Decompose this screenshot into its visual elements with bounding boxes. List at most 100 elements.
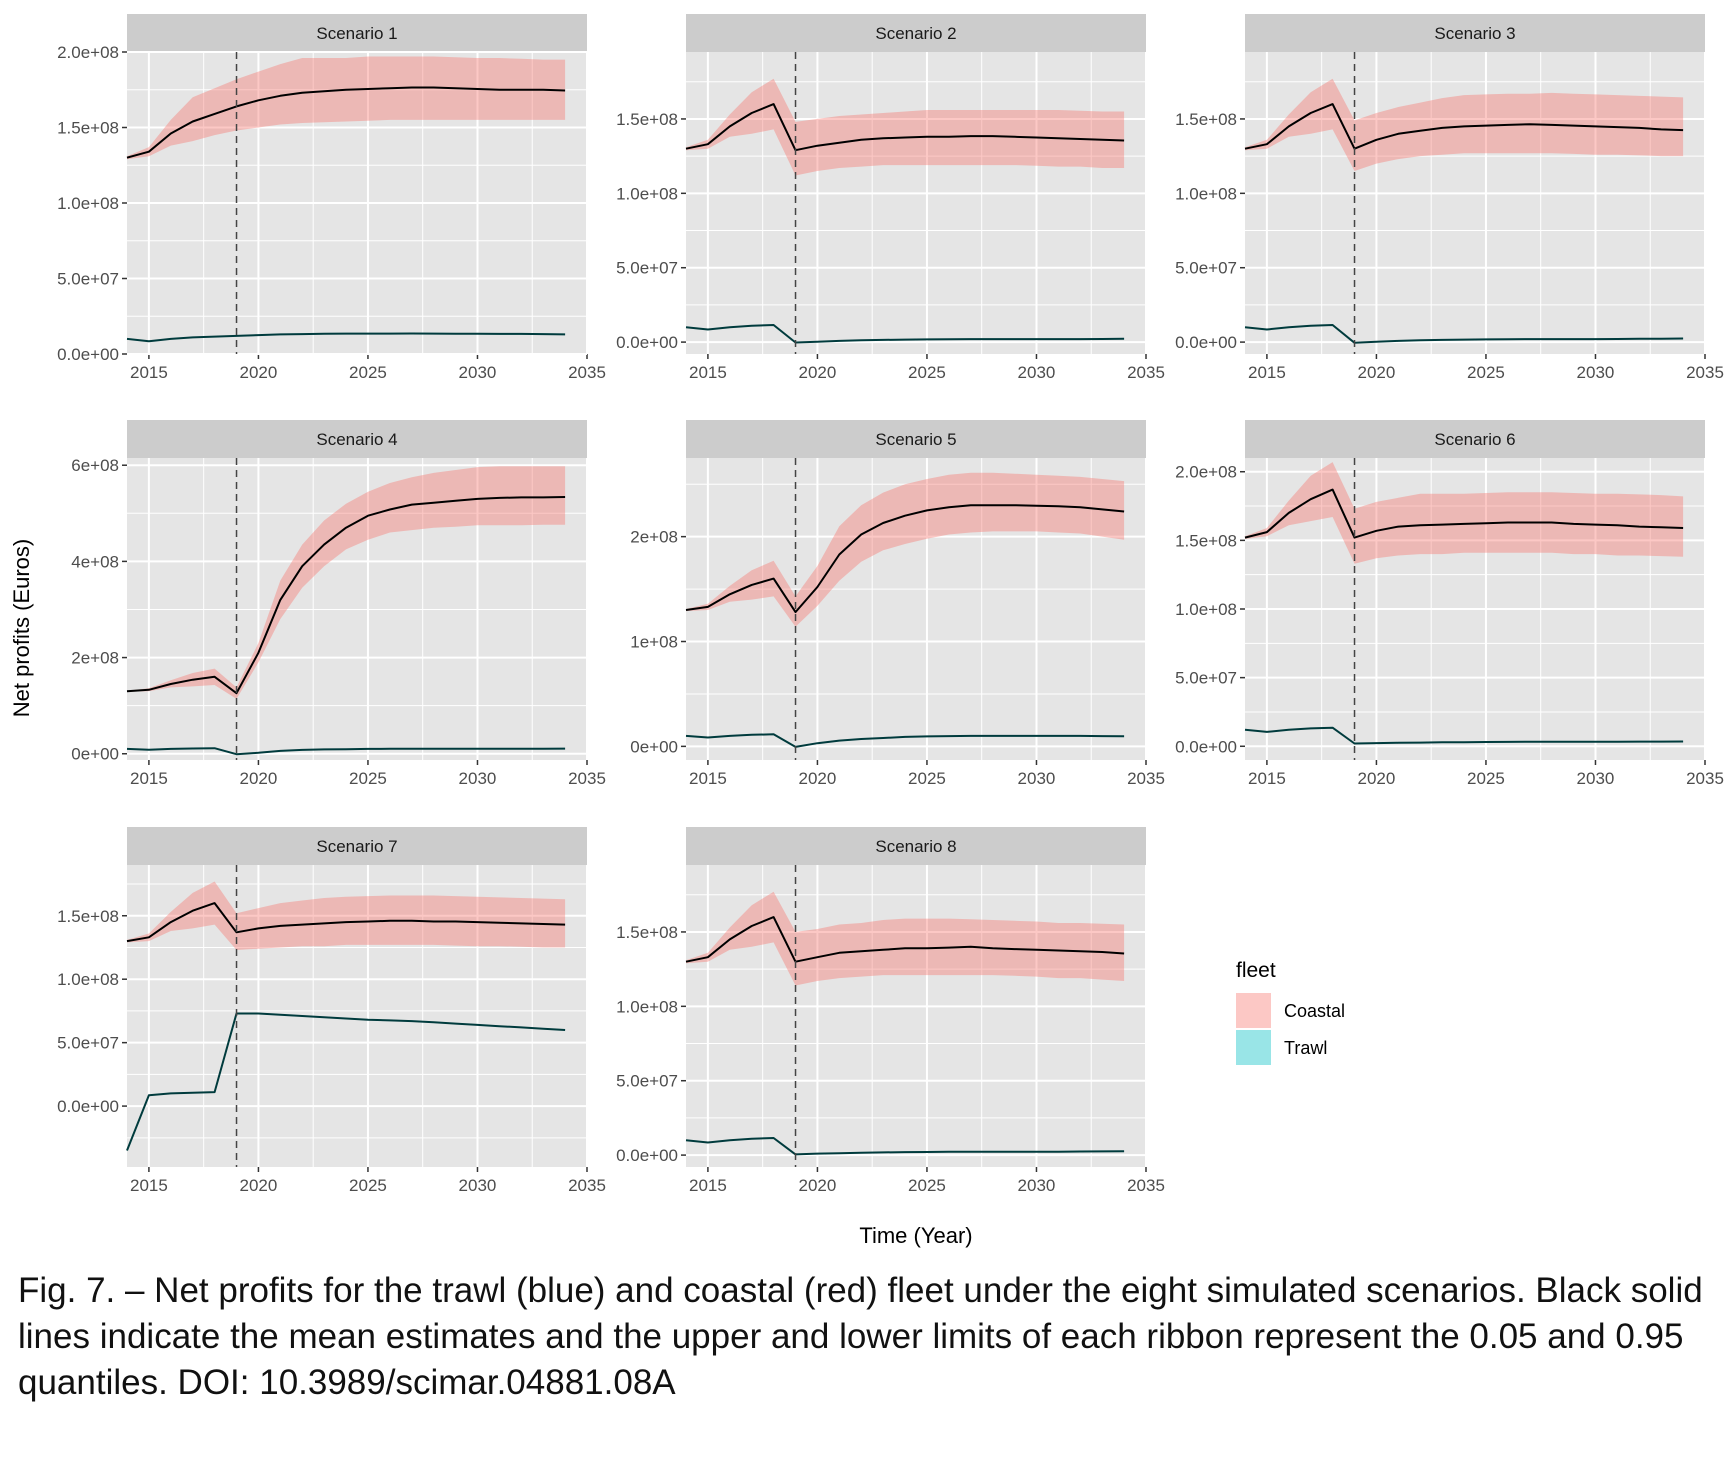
panel-title: Scenario 8 [875, 837, 956, 856]
panel-title: Scenario 2 [875, 24, 956, 43]
x-tick-label: 2030 [1577, 769, 1615, 788]
x-tick-label: 2020 [1358, 363, 1396, 382]
panel-title: Scenario 5 [875, 430, 956, 449]
y-tick-label: 0.0e+00 [57, 345, 119, 364]
x-tick-label: 2025 [908, 769, 946, 788]
x-tick-label: 2015 [689, 363, 727, 382]
panel-8: Scenario 8 2015 2020 2025 2030 2035 0.0e+00 5.0… [616, 827, 1165, 1195]
x-tick-label: 2030 [459, 363, 497, 382]
trawl-mean-line [685, 1137, 1125, 1156]
coastal-mean-line [685, 103, 1125, 152]
x-tick-label: 2030 [1577, 363, 1615, 382]
panel-1: Scenario 1 2015 2020 2025 2030 2035 0.0e+00 5.0… [57, 14, 606, 382]
y-tick-label: 6e+08 [71, 456, 119, 475]
x-tick-label: 2020 [799, 363, 837, 382]
y-tick-label: 1.5e+08 [616, 923, 678, 942]
x-tick-label: 2020 [799, 769, 837, 788]
y-tick-label: 0e+00 [71, 745, 119, 764]
y-tick-label: 5.0e+07 [57, 270, 119, 289]
coastal-mean-line [126, 86, 566, 159]
plot-area: 2015 2020 2025 2030 2035 0.0e+00 5.0e+07 1.0e+0… [57, 865, 606, 1195]
x-tick-label: 2030 [1018, 769, 1056, 788]
y-tick-label: 1.0e+08 [1175, 184, 1237, 203]
y-tick-label: 5.0e+07 [616, 259, 678, 278]
y-tick-label: 1.5e+08 [57, 119, 119, 138]
y-tick-label: 2e+08 [71, 649, 119, 668]
y-tick-label: 5.0e+07 [57, 1034, 119, 1053]
panel-strip [686, 827, 1146, 865]
y-tick-label: 1.0e+08 [616, 997, 678, 1016]
x-tick-label: 2035 [1127, 1176, 1165, 1195]
x-tick-label: 2015 [689, 1176, 727, 1195]
y-tick-label: 5.0e+07 [1175, 669, 1237, 688]
y-axis-title: Net profits (Euros) [9, 539, 34, 718]
coastal-mean-line [126, 902, 566, 943]
y-tick-label: 0.0e+00 [57, 1097, 119, 1116]
x-tick-label: 2020 [799, 1176, 837, 1195]
plot-area: 2015 2020 2025 2030 2035 0.0e+00 5.0e+07 1.0e+0… [1175, 458, 1724, 788]
x-tick-label: 2035 [568, 363, 606, 382]
panel-strip [127, 420, 587, 458]
x-tick-label: 2025 [349, 363, 387, 382]
legend-title: fleet [1236, 959, 1276, 982]
y-tick-label: 2e+08 [630, 528, 678, 547]
coastal-mean-line [1244, 103, 1684, 150]
legend-label-coastal: Coastal [1284, 1001, 1345, 1021]
figure-caption: Fig. 7. – Net profits for the trawl (blu… [18, 1271, 1703, 1402]
y-tick-label: 1.5e+08 [1175, 110, 1237, 129]
y-tick-label: 0.0e+00 [616, 1146, 678, 1165]
panel-title: Scenario 1 [316, 24, 397, 43]
x-tick-label: 2025 [1467, 769, 1505, 788]
panel-strip [686, 420, 1146, 458]
panel-3: Scenario 3 2015 2020 2025 2030 2035 0.0e+00 5.0… [1175, 14, 1724, 382]
panel-4: Scenario 4 2015 2020 2025 2030 2035 0e+00 2e+08… [71, 420, 606, 788]
y-tick-label: 2.0e+08 [57, 43, 119, 62]
x-tick-label: 2035 [1127, 769, 1165, 788]
panel-strip [1245, 420, 1705, 458]
y-tick-label: 2.0e+08 [1175, 463, 1237, 482]
y-tick-label: 0e+00 [630, 737, 678, 756]
y-tick-label: 4e+08 [71, 552, 119, 571]
trawl-mean-line [126, 747, 566, 756]
x-tick-label: 2015 [130, 363, 168, 382]
coastal-mean-line [1244, 488, 1684, 539]
y-tick-label: 1.0e+08 [1175, 600, 1237, 619]
x-tick-label: 2020 [1358, 769, 1396, 788]
panel-strip [1245, 14, 1705, 52]
panel-strip [127, 827, 587, 865]
panel-title: Scenario 6 [1434, 430, 1515, 449]
panel-6: Scenario 6 2015 2020 2025 2030 2035 0.0e+00 5.0… [1175, 420, 1724, 788]
panel-7: Scenario 7 2015 2020 2025 2030 2035 0.0e+00 5.0… [57, 827, 606, 1195]
panel-title: Scenario 4 [316, 430, 397, 449]
x-tick-label: 2020 [240, 769, 278, 788]
faceted-chart: Scenario 1 2015 2020 2025 2030 2035 0.0e+00 5.0… [9, 14, 1724, 1248]
x-tick-label: 2025 [908, 363, 946, 382]
y-tick-label: 1.0e+08 [57, 970, 119, 989]
coastal-ribbon [127, 466, 566, 699]
plot-area: 2015 2020 2025 2030 2035 0e+00 1e+08 2e+08 [630, 458, 1165, 788]
plot-area: 2015 2020 2025 2030 2035 0.0e+00 5.0e+07 1.0e+0… [57, 43, 606, 382]
panel-title: Scenario 3 [1434, 24, 1515, 43]
panel-strip [127, 14, 587, 52]
trawl-mean-line [126, 332, 566, 343]
x-tick-label: 2020 [240, 1176, 278, 1195]
trawl-mean-line [1244, 324, 1684, 344]
panel-5: Scenario 5 2015 2020 2025 2030 2035 0e+00 1e+08… [630, 420, 1165, 788]
plot-area: 2015 2020 2025 2030 2035 0.0e+00 5.0e+07 1.0e+0… [616, 52, 1165, 382]
y-tick-label: 1.5e+08 [1175, 531, 1237, 550]
plot-area: 2015 2020 2025 2030 2035 0.0e+00 5.0e+07 1.0e+0… [1175, 52, 1724, 382]
trawl-mean-line [685, 324, 1125, 344]
y-tick-label: 0.0e+00 [616, 333, 678, 352]
x-tick-label: 2035 [1127, 363, 1165, 382]
x-tick-label: 2025 [908, 1176, 946, 1195]
legend-label-trawl: Trawl [1284, 1038, 1327, 1058]
x-tick-label: 2015 [1248, 769, 1286, 788]
x-tick-label: 2025 [349, 769, 387, 788]
x-tick-label: 2030 [1018, 363, 1056, 382]
plot-area: 2015 2020 2025 2030 2035 0e+00 2e+08 4e+08 6e+08 [71, 456, 606, 788]
legend-key-trawl [1236, 1030, 1271, 1065]
x-tick-label: 2035 [1686, 769, 1724, 788]
y-tick-label: 5.0e+07 [1175, 259, 1237, 278]
x-tick-label: 2030 [459, 1176, 497, 1195]
x-tick-label: 2035 [1686, 363, 1724, 382]
